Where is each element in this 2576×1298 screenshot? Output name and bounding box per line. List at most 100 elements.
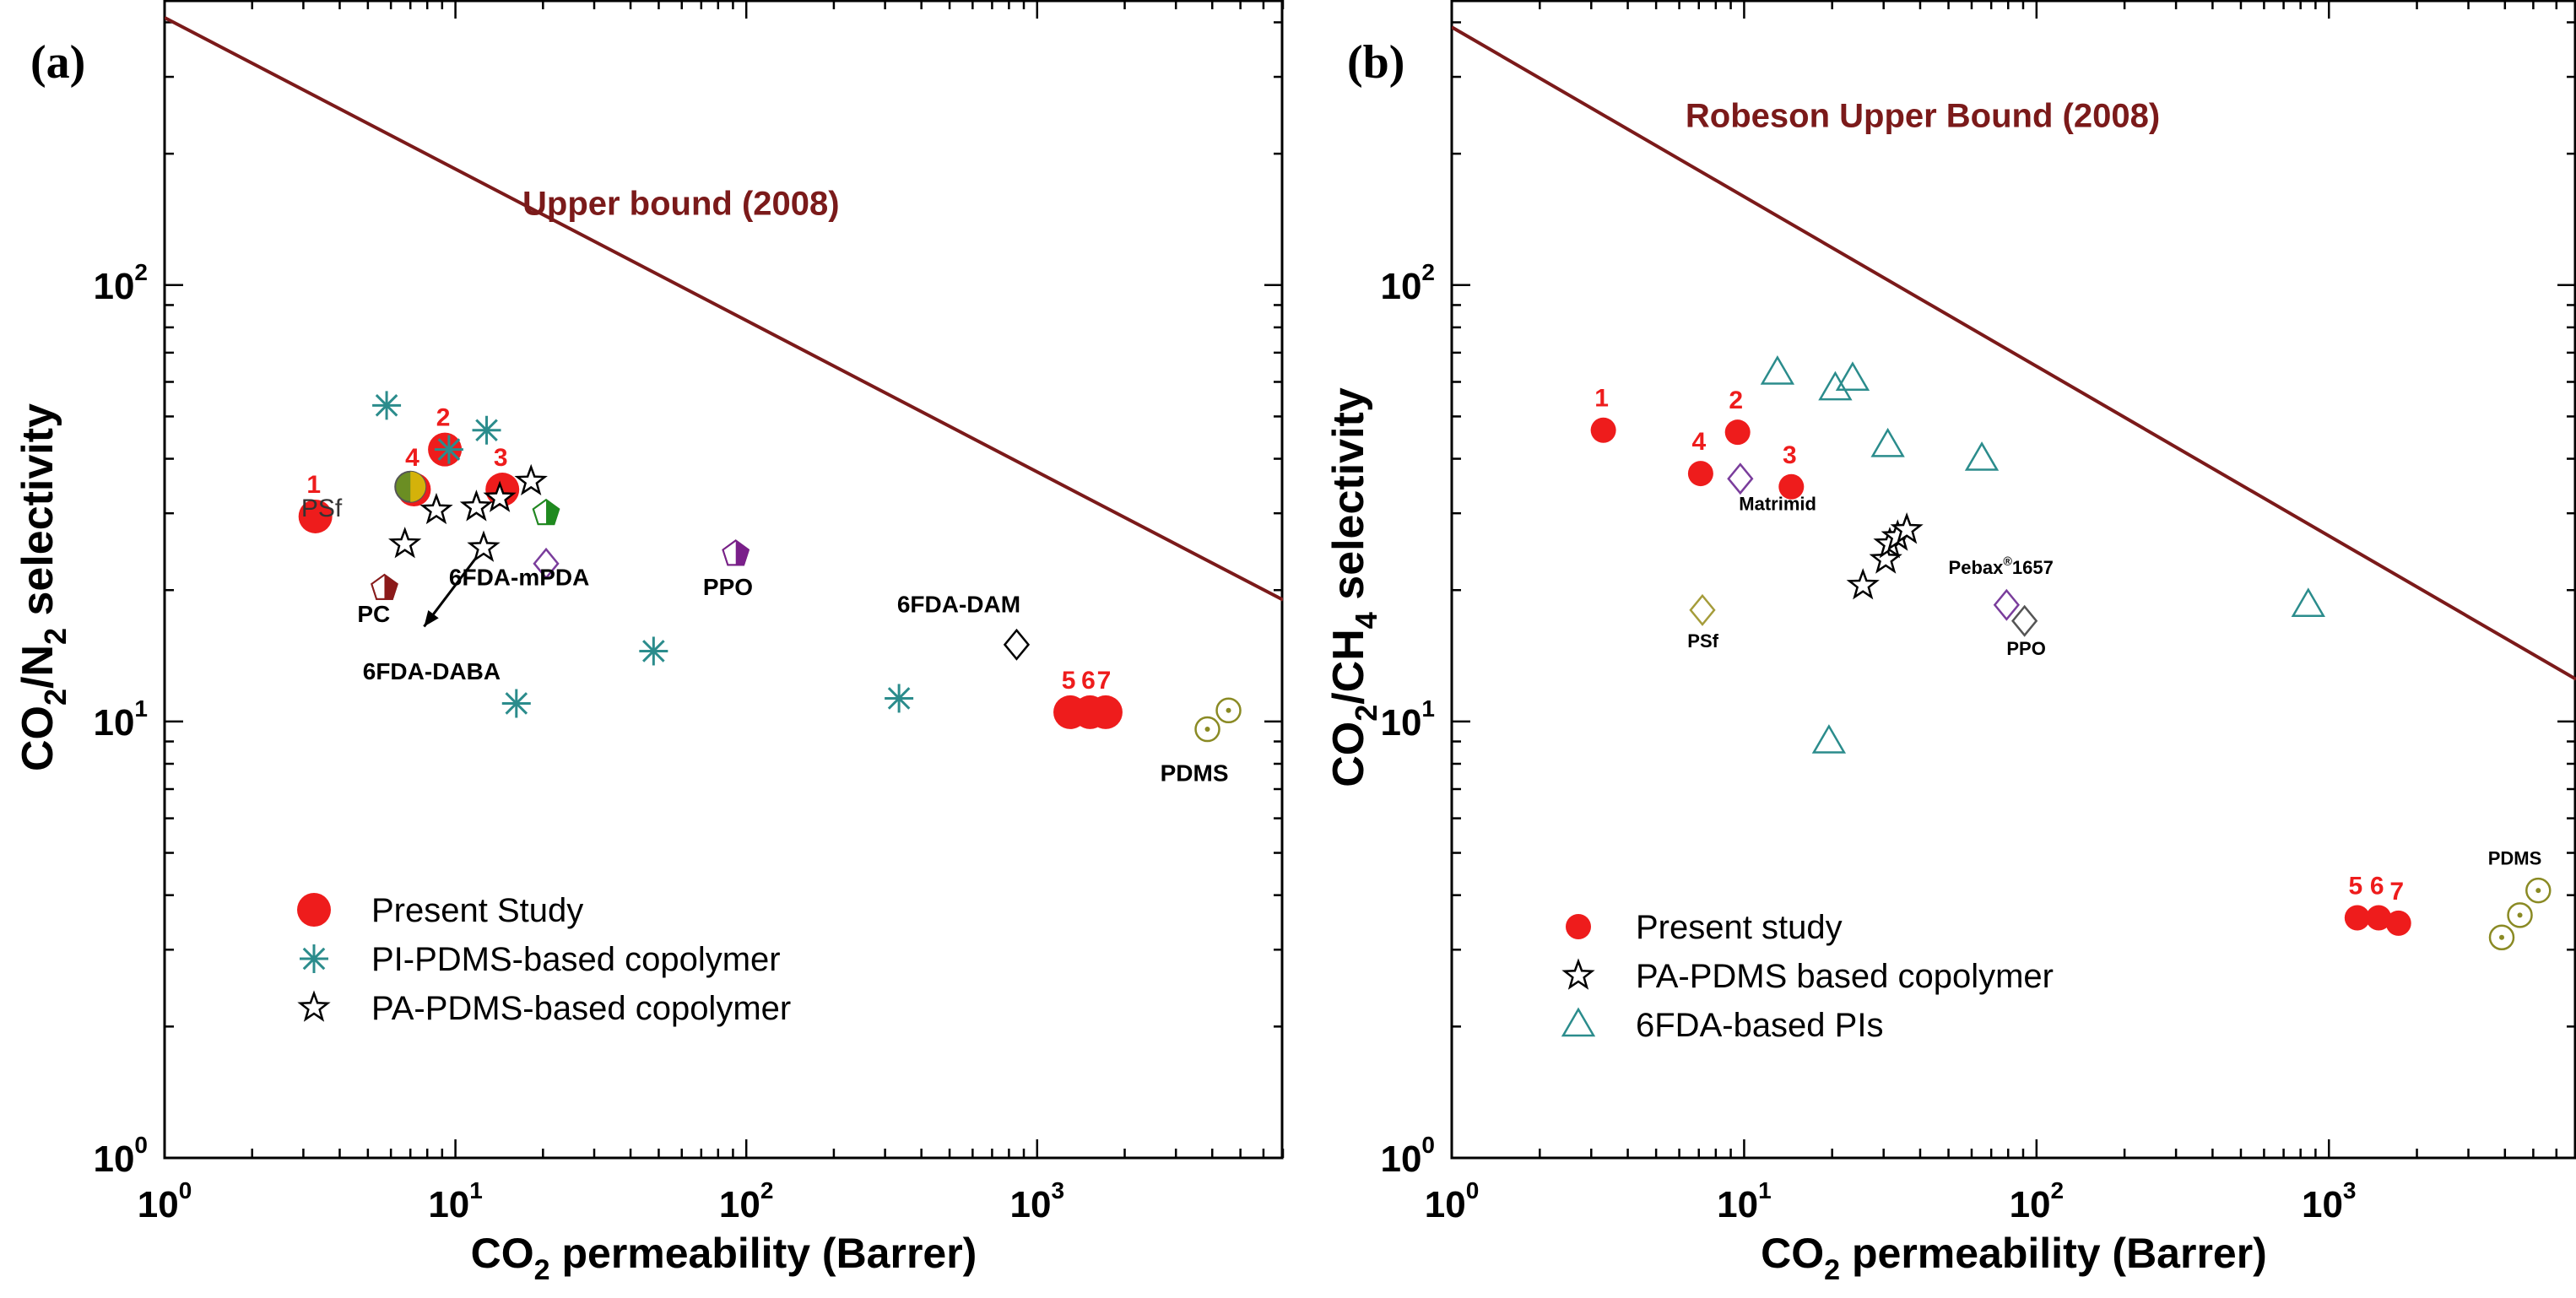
data-point bbox=[885, 684, 914, 713]
x-tick-label: 102 bbox=[2010, 1177, 2065, 1225]
annotation-label: Matrimid bbox=[1739, 493, 1816, 514]
point-number-label: 1 bbox=[306, 471, 321, 499]
series-pc bbox=[371, 573, 398, 600]
x-tick-label: 100 bbox=[1425, 1177, 1480, 1225]
axis-ticks bbox=[1450, 0, 2576, 1160]
series-pebax-ppo bbox=[1993, 588, 2020, 621]
point-number-label: 2 bbox=[1729, 387, 1743, 414]
legend-label: 6FDA-based PIs bbox=[1636, 1007, 1883, 1044]
legend-marker bbox=[1561, 1007, 1596, 1037]
point-number-label: 2 bbox=[436, 404, 451, 432]
legend-entry: PA-PDMS-based copolymer bbox=[297, 990, 791, 1027]
x-tick-label: 103 bbox=[1010, 1177, 1065, 1225]
y-tick-label: 101 bbox=[1380, 695, 1435, 744]
arrow-head bbox=[424, 610, 439, 627]
legend-marker bbox=[1561, 958, 1595, 990]
data-point bbox=[2011, 604, 2038, 637]
data-point bbox=[2385, 910, 2411, 936]
chart-panel-a: 100 101 102 103 100 101 102 CO2 permeability (B… bbox=[14, 0, 1285, 1286]
legend-entry: Present Study bbox=[297, 892, 583, 929]
series-matrimid bbox=[1727, 462, 1754, 495]
series-psf bbox=[394, 470, 427, 503]
plot-frame bbox=[1450, 0, 2576, 1160]
annotation-label: PDMS bbox=[2488, 847, 2542, 868]
point-number-label: 4 bbox=[1692, 428, 1707, 456]
data-point bbox=[532, 498, 560, 526]
upper-bound-line bbox=[165, 16, 1283, 602]
annotation-label: Pebax®1657 bbox=[1949, 555, 2054, 578]
series-pi-pdms-based-copolymer bbox=[372, 391, 914, 718]
data-point bbox=[2507, 902, 2533, 928]
legend-label: PA-PDMS-based copolymer bbox=[371, 990, 791, 1027]
data-point bbox=[1846, 568, 1880, 600]
upper-bound-label: Upper bound (2008) bbox=[522, 185, 840, 222]
point-number-label: 7 bbox=[2389, 878, 2404, 906]
data-point bbox=[514, 463, 548, 496]
panel-label: (a) bbox=[30, 36, 85, 89]
series-pdms bbox=[1194, 697, 1242, 743]
data-point bbox=[1993, 588, 2020, 621]
data-point bbox=[1194, 716, 1220, 743]
annotation-label: 6FDA-DAM bbox=[897, 591, 1020, 617]
data-point bbox=[388, 527, 422, 559]
data-point bbox=[2488, 924, 2515, 951]
data-point bbox=[1835, 361, 1870, 392]
series-pa-pdms-based-copolymer bbox=[388, 463, 548, 562]
data-point bbox=[1590, 417, 1616, 443]
data-point bbox=[372, 391, 402, 420]
data-point bbox=[1964, 441, 2000, 471]
point-number-label: 1 bbox=[1594, 385, 1609, 413]
data-point bbox=[1760, 355, 1795, 385]
annotation-label: PSf bbox=[301, 495, 343, 522]
data-point bbox=[483, 480, 517, 512]
data-point bbox=[2525, 877, 2552, 904]
data-point bbox=[434, 435, 463, 464]
x-tick-label: 102 bbox=[719, 1177, 774, 1225]
annotation-label: PDMS bbox=[1161, 760, 1229, 787]
legend-label: PI-PDMS-based copolymer bbox=[371, 941, 781, 978]
x-tick-label: 100 bbox=[138, 1177, 192, 1225]
x-tick-label: 103 bbox=[2302, 1177, 2357, 1225]
data-point bbox=[371, 573, 398, 600]
legend-marker bbox=[1566, 914, 1591, 939]
annotation-label: 6FDA-DABA bbox=[363, 658, 501, 684]
data-point bbox=[459, 489, 493, 522]
series-pdms bbox=[2488, 877, 2552, 951]
point-number-label: 5 bbox=[1062, 667, 1076, 695]
series-green-pentagon bbox=[532, 498, 560, 526]
data-point bbox=[1689, 593, 1716, 626]
y-tick-label: 100 bbox=[93, 1132, 148, 1180]
legend-marker bbox=[297, 990, 331, 1022]
panel-label: (b) bbox=[1347, 36, 1404, 89]
series-6fda-mpda bbox=[533, 547, 560, 580]
series-6fda-dam bbox=[1003, 628, 1031, 661]
legend-entry: PI-PDMS-based copolymer bbox=[300, 941, 781, 978]
data-point bbox=[1724, 419, 1751, 446]
data-point bbox=[533, 547, 560, 580]
data-point bbox=[467, 530, 501, 562]
data-point bbox=[1811, 724, 1847, 754]
data-point bbox=[419, 492, 453, 525]
axis-ticks bbox=[163, 0, 1285, 1160]
series-psf bbox=[1689, 593, 1716, 626]
upper-bound-line bbox=[1452, 25, 2576, 681]
data-point bbox=[1818, 370, 1853, 401]
annotation-label: PSf bbox=[1687, 630, 1718, 652]
x-axis-label: CO2 permeability (Barrer) bbox=[471, 1230, 977, 1286]
plot-frame bbox=[163, 0, 1284, 1160]
data-point bbox=[501, 689, 531, 718]
y-tick-label: 100 bbox=[1380, 1132, 1435, 1180]
series-6fda-based-pis bbox=[1760, 355, 2325, 754]
data-point bbox=[639, 636, 668, 666]
legend-entry: Present study bbox=[1566, 909, 1843, 946]
legend: Present study PA-PDMS based copolymer 6FDA… bbox=[1561, 909, 2054, 1044]
point-number-label: 3 bbox=[1783, 441, 1797, 469]
data-point bbox=[2291, 587, 2325, 617]
y-tick-label: 102 bbox=[93, 259, 148, 307]
x-axis-label: CO2 permeability (Barrer) bbox=[1761, 1230, 2267, 1286]
legend-marker bbox=[297, 893, 331, 927]
y-tick-label: 102 bbox=[1380, 259, 1435, 307]
legend-entry: PA-PDMS based copolymer bbox=[1561, 958, 2054, 995]
